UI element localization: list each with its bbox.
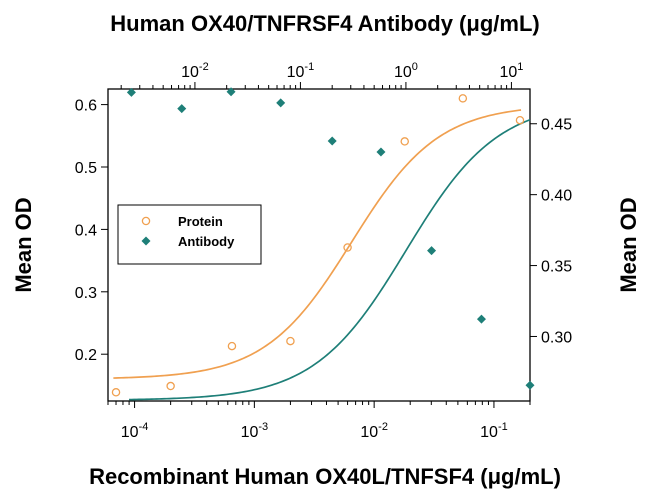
left-axis-tick-label: 0.2 (75, 347, 97, 364)
right-axis-tick-label: 0.40 (541, 188, 572, 205)
fit-curves (113, 109, 531, 401)
bottom-axis-tick-label: 10-2 (360, 421, 388, 441)
antibody-point (327, 136, 337, 146)
left-axis-tick-label: 0.4 (75, 222, 97, 239)
top-axis-tick-label: 101 (499, 61, 523, 81)
legend: Protein Antibody (117, 204, 262, 265)
antibody-point (226, 87, 236, 97)
data-points (111, 87, 535, 397)
top-axis-title: Human OX40/TNFRSF4 Antibody (μg/mL) (110, 11, 539, 36)
top-axis-tick-label: 10-1 (287, 61, 315, 81)
left-axis-tick-label: 0.5 (75, 160, 97, 177)
bottom-axis-tick-label: 10-3 (241, 421, 269, 441)
antibody-point (525, 380, 535, 390)
antibody-point (177, 104, 187, 114)
top-axis-tick-label: 100 (394, 61, 418, 81)
antibody-fit-curve (129, 118, 531, 401)
left-axis-tick-label: 0.3 (75, 285, 97, 302)
antibody-point (476, 314, 486, 324)
protein-point (400, 137, 409, 146)
bottom-axis-title: Recombinant Human OX40L/TNFSF4 (μg/mL) (89, 464, 561, 489)
right-axis-title: Mean OD (616, 197, 641, 292)
protein-point (286, 336, 295, 346)
legend-antibody-label: Antibody (178, 234, 235, 249)
protein-point (166, 381, 175, 391)
bottom-axis-tick-label: 10-1 (480, 421, 508, 441)
left-axis-title: Mean OD (11, 197, 36, 292)
legend-box (117, 204, 262, 265)
right-axis-tick-label: 0.30 (541, 329, 572, 346)
protein-point (343, 243, 352, 252)
antibody-point (376, 147, 386, 157)
bottom-axis-tick-label: 10-4 (121, 421, 149, 441)
left-axis-tick-label: 0.6 (75, 98, 97, 115)
protein-point (458, 94, 468, 103)
top-axis-tick-label: 10-2 (181, 61, 209, 81)
antibody-point (276, 98, 286, 108)
protein-point (227, 341, 237, 351)
protein-point (111, 388, 121, 397)
protein-point (515, 115, 525, 125)
plot-frame (107, 88, 531, 402)
antibody-point (427, 246, 437, 256)
antibody-point (126, 87, 136, 97)
right-axis-tick-label: 0.45 (541, 117, 572, 134)
legend-antibody-marker (141, 236, 151, 246)
right-axis-tick-label: 0.35 (541, 259, 572, 276)
protein-fit-curve (113, 109, 522, 379)
legend-protein-label: Protein (178, 214, 223, 229)
legend-protein-marker (141, 216, 151, 226)
ticks-layer: 10-4 10-3 10-2 10-110-2 10-1 100 1010.20.30.40… (75, 61, 572, 441)
